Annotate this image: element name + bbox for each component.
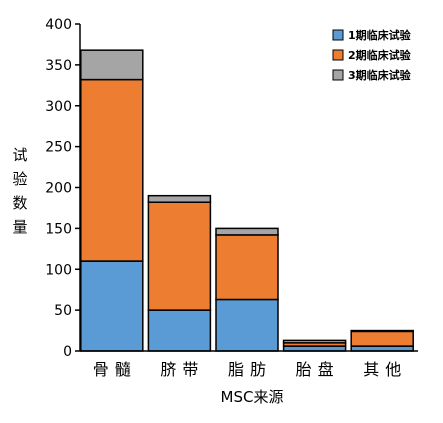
bar-脂肪-series-3 [215, 227, 279, 236]
bar-脐带-series-1 [147, 309, 212, 352]
legend-label: 1期临床试验 [348, 28, 412, 42]
bar-脂肪-series-2 [215, 234, 279, 301]
x-tick-label: 胎盘 [296, 360, 340, 379]
y-tick-label: 150 [45, 221, 72, 237]
x-tick-label: 骨髓 [93, 360, 137, 379]
legend-swatch [332, 69, 344, 81]
y-tick-label: 250 [45, 140, 72, 156]
bar-胎盘-series-3 [282, 339, 347, 344]
bars-layer [80, 49, 414, 352]
legend: 1期临床试验 2期临床试验 3期临床试验 [332, 28, 412, 82]
bar-骨髓-series-3 [80, 49, 144, 81]
x-tick-label: 其他 [363, 360, 407, 379]
y-axis-title: 试验数量 [12, 146, 27, 236]
legend-swatch [332, 49, 344, 61]
x-tick-label: 脐带 [160, 360, 204, 379]
bar-骨髓-series-2 [80, 78, 144, 262]
bar-脐带-series-2 [147, 201, 212, 311]
y-tick-label: 0 [63, 344, 72, 360]
bar-骨髓-series-1 [80, 260, 144, 352]
y-tick-label: 100 [45, 262, 72, 278]
y-tick-label: 200 [45, 181, 72, 197]
bar-脐带-series-3 [147, 194, 212, 203]
legend-label: 3期临床试验 [348, 68, 412, 82]
y-tick-label: 350 [45, 58, 72, 74]
bar-其他-series-3 [350, 329, 414, 333]
y-tick-label: 50 [54, 303, 72, 319]
axes-layer: 骨髓 脐带 脂肪 胎盘 其他 0 50 100 150 200 250 300 350 400 试验数量 MS… [12, 17, 418, 406]
y-tick-label: 400 [45, 17, 72, 33]
x-tick-label: 脂肪 [228, 360, 272, 379]
y-tick-label: 300 [45, 99, 72, 115]
bar-脂肪-series-1 [215, 298, 279, 352]
x-axis-title: MSC来源 [221, 388, 284, 406]
legend-swatch [332, 29, 344, 41]
bar-其他-series-2 [350, 330, 414, 347]
legend-label: 2期临床试验 [348, 48, 412, 62]
